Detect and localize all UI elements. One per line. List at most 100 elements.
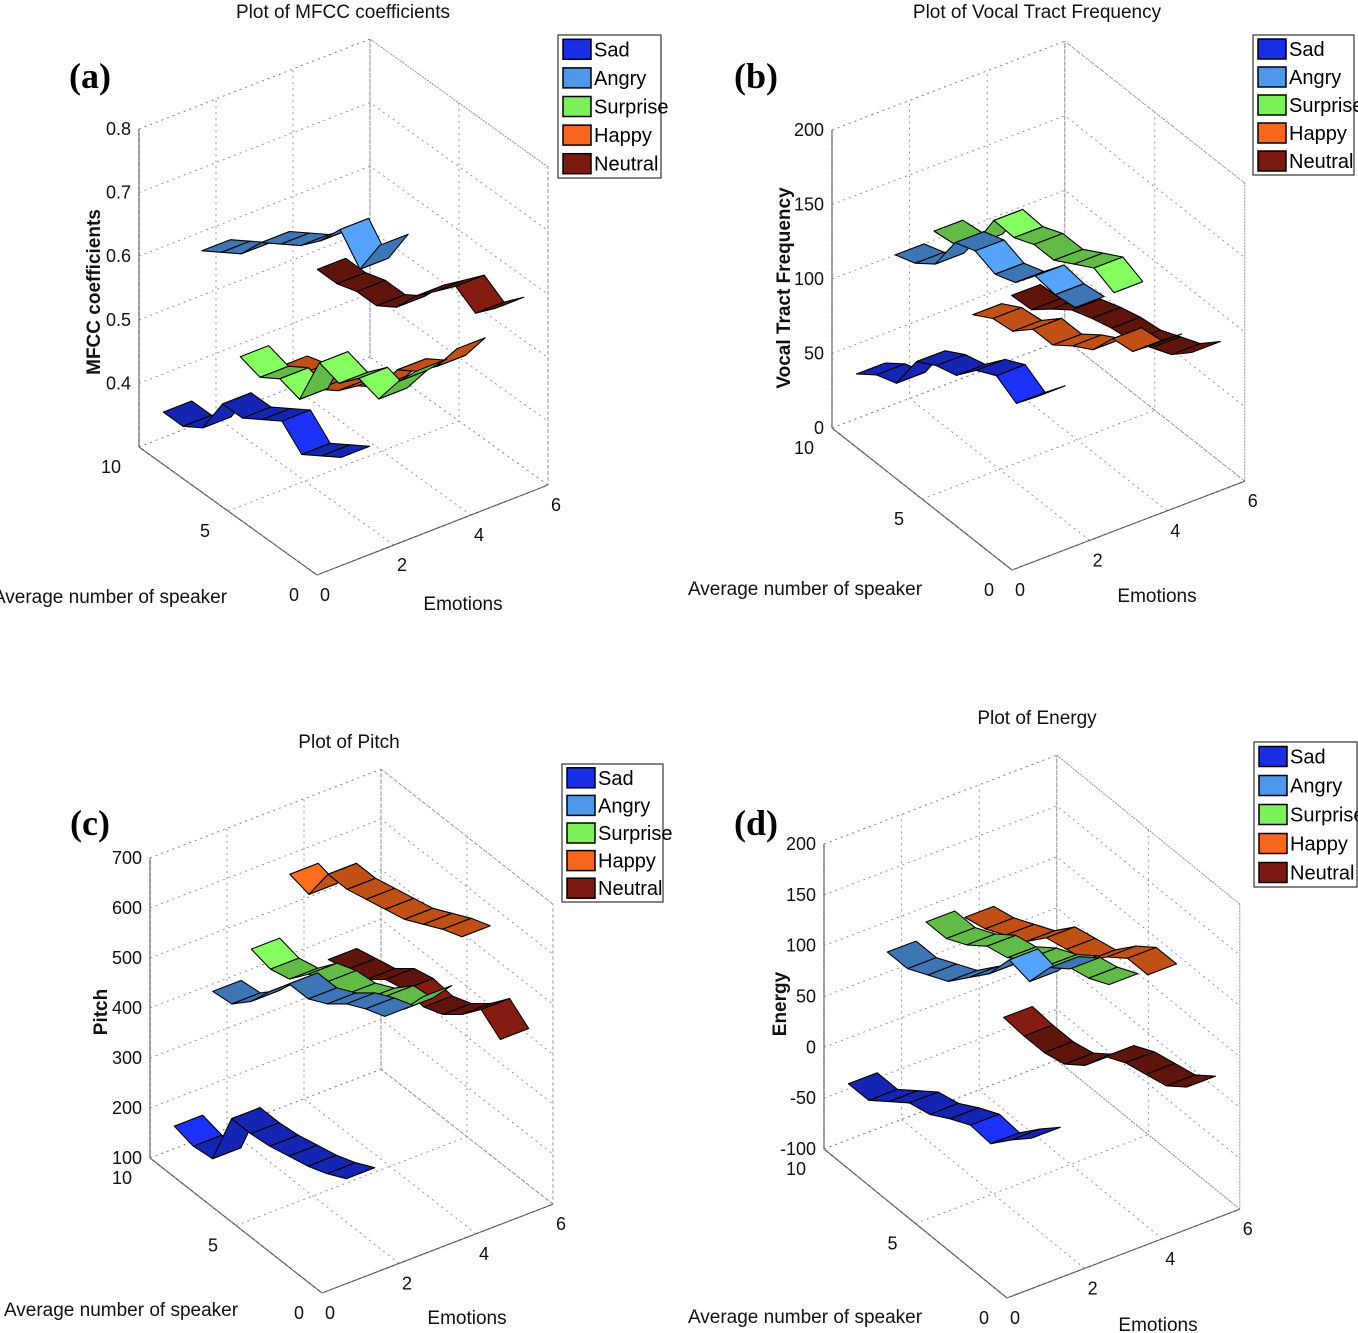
ribbon-segment: [365, 997, 414, 1017]
x-axis-line: [316, 484, 549, 576]
grid-line: [369, 39, 549, 486]
chart-title: Plot of MFCC coefficients: [236, 2, 450, 23]
grid-line: [831, 338, 1246, 482]
legend-swatch: [566, 877, 596, 899]
legend-swatch: [1258, 861, 1288, 884]
legend-swatch: [1258, 774, 1288, 797]
legend-entry: Angry: [1289, 67, 1341, 89]
z-tick-label: 600: [112, 898, 142, 918]
grid-line: [831, 189, 1246, 333]
z-tick-label: 100: [794, 269, 824, 289]
chart-title: Plot of Vocal Tract Frequency: [913, 2, 1162, 23]
grid-line: [149, 868, 554, 1005]
series-angry: [894, 231, 1105, 309]
legend: Sad Angry Surprise Happy Neutral: [1252, 34, 1358, 176]
grid-line: [831, 115, 1246, 259]
z-tick-label: 500: [112, 948, 142, 968]
grid-line: [226, 828, 400, 1264]
panel-label: (c): [70, 803, 110, 843]
ribbon-segment: [397, 358, 448, 382]
chart-title: Plot of Energy: [977, 708, 1097, 729]
y-tick-label: 5: [887, 1234, 897, 1254]
z-tick-label: 200: [112, 1098, 142, 1118]
x-tick-label: 6: [551, 495, 561, 515]
y-tick-label: 0: [979, 1308, 989, 1328]
grid-line: [215, 99, 395, 546]
grid-line: [227, 103, 460, 512]
z-tick-label: 50: [804, 344, 824, 364]
ribbon-segment: [1010, 1126, 1061, 1141]
legend-entry: Neutral: [1290, 863, 1354, 885]
series-happy: [289, 862, 491, 938]
ribbon-segment: [474, 296, 525, 314]
x-tick-label: 0: [1015, 580, 1025, 600]
x-tick-label: 0: [325, 1303, 335, 1323]
y-axis-label: Average number of speaker: [688, 1307, 923, 1328]
x-tick-label: 0: [1010, 1308, 1020, 1328]
grid-line: [831, 40, 1246, 184]
legend-entry: Neutral: [594, 154, 658, 176]
y-tick-label: 10: [101, 457, 121, 477]
legend-entry: Surprise: [1289, 95, 1358, 117]
z-axis-label: Vocal Tract Frequency: [774, 187, 795, 389]
ribbon-segment: [326, 1162, 376, 1180]
x-axis-line: [1006, 1208, 1241, 1299]
ribbon-segment: [1171, 340, 1221, 356]
axes-box: [823, 754, 1241, 1299]
legend-swatch: [566, 822, 596, 844]
z-tick-label: 0.6: [106, 246, 131, 266]
legend-entry: Neutral: [598, 878, 662, 900]
panel-d: 0 2 4 6 0 5 10-100 -50 0 50 100 150 200 Plot of Energ…: [688, 708, 1358, 1333]
legend-entry: Angry: [598, 795, 650, 817]
legend-swatch: [566, 794, 596, 817]
series-sad: [162, 392, 371, 458]
tick-labels: 0 2 4 6 0 5 10-100 -50 0 50 100 150 200: [780, 834, 1253, 1328]
z-axis-label: Energy: [770, 971, 791, 1036]
ribbon-segment: [1126, 946, 1178, 976]
ribbons: [173, 862, 530, 1180]
grid-line: [303, 798, 477, 1235]
y-tick-label: 10: [112, 1168, 132, 1188]
legend: Sad Angry Surprise Happy Neutral: [561, 763, 672, 903]
series-angry: [201, 217, 409, 270]
legend-entry: Surprise: [594, 97, 668, 119]
ribbon-segment: [436, 337, 486, 367]
legend: Sad Angry Surprise Happy Neutral: [557, 34, 668, 179]
z-tick-label: 150: [786, 885, 816, 905]
grid-line: [138, 129, 318, 576]
z-tick-label: 150: [794, 195, 824, 215]
ribbons: [162, 217, 525, 458]
panel-label: (d): [734, 803, 778, 843]
x-tick-label: 2: [402, 1273, 412, 1293]
tick-labels: 0 2 4 6 0 5 10 0.4 0.5 0.6 0.7 0.8: [101, 119, 561, 605]
legend-swatch: [1257, 122, 1287, 144]
ribbon-segment: [403, 985, 453, 1010]
x-tick-label: 4: [479, 1244, 489, 1264]
grid-line: [138, 38, 549, 168]
legend-swatch: [562, 67, 592, 89]
series-angry: [886, 940, 1100, 983]
grid-line: [831, 130, 1013, 571]
x-tick-label: 4: [1165, 1249, 1175, 1269]
legend-entry: Sad: [594, 39, 630, 61]
ribbon-segment: [1054, 283, 1105, 309]
grid-line: [149, 769, 382, 1159]
grid-line: [831, 264, 1246, 408]
ribbon-segment: [1165, 1074, 1216, 1088]
ribbon-segment: [320, 444, 371, 458]
grid-line: [823, 754, 1241, 905]
legend-swatch: [562, 95, 592, 118]
x-tick-label: 4: [1170, 521, 1180, 541]
ribbon-segment: [1132, 333, 1183, 353]
series-sad: [855, 350, 1066, 404]
grid-line: [978, 784, 1163, 1240]
ribbons: [855, 208, 1221, 404]
z-tick-label: 700: [112, 848, 142, 868]
z-axis-label: Pitch: [91, 989, 112, 1035]
legend-entry: Surprise: [598, 823, 672, 845]
grid-line: [380, 769, 554, 1205]
ribbon-segment: [1015, 385, 1066, 404]
x-tick-label: 2: [397, 555, 407, 575]
series-neutral: [316, 257, 525, 314]
